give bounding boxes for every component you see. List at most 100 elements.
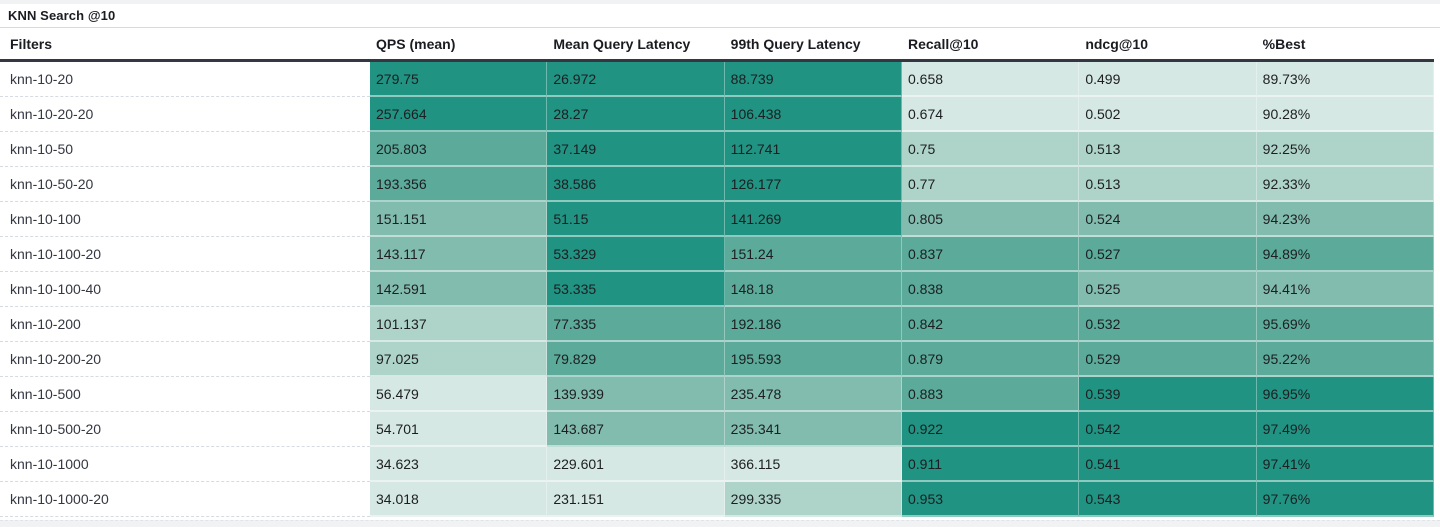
- value-cell: 97.41%: [1256, 447, 1434, 482]
- value-cell: 0.532: [1079, 307, 1257, 342]
- column-header: QPS (mean): [376, 35, 456, 52]
- value-cell: 0.658: [901, 62, 1080, 97]
- value-cell: 97.76%: [1256, 482, 1434, 517]
- value-cell: 53.329: [547, 237, 725, 272]
- value-cell: 143.687: [547, 412, 725, 447]
- value-cell: 79.829: [547, 342, 725, 377]
- value-cell: 94.23%: [1256, 202, 1434, 237]
- table-row: knn-10-1000 34.623 229.601 366.115 0.911 0.54…: [0, 447, 1434, 482]
- value-cell: 0.541: [1079, 447, 1257, 482]
- filter-cell: knn-10-20: [0, 62, 370, 97]
- filter-cell: knn-10-500: [0, 377, 370, 412]
- value-cell: 37.149: [547, 132, 725, 167]
- value-cell: 95.22%: [1256, 342, 1434, 377]
- value-cell: 0.842: [901, 307, 1080, 342]
- table-row: knn-10-1000-20 34.018 231.151 299.335 0.953 0…: [0, 482, 1434, 517]
- filter-cell: knn-10-1000-20: [0, 482, 370, 517]
- value-cell: 0.502: [1079, 97, 1257, 132]
- value-cell: 0.837: [901, 237, 1080, 272]
- table-row: knn-10-20 279.75 26.972 88.739 0.658 0.499 89.…: [0, 62, 1434, 97]
- value-cell: 0.525: [1079, 272, 1257, 307]
- panel-title-bar: KNN Search @10: [0, 4, 1440, 28]
- filter-cell: knn-10-100-40: [0, 272, 370, 307]
- table-row: knn-10-50-20 193.356 38.586 126.177 0.77 0.51…: [0, 167, 1434, 202]
- value-cell: 112.741: [724, 132, 902, 167]
- value-cell: 92.33%: [1256, 167, 1434, 202]
- value-cell: 106.438: [724, 97, 902, 132]
- value-cell: 0.838: [901, 272, 1080, 307]
- value-cell: 0.879: [901, 342, 1080, 377]
- table-row: knn-10-500 56.479 139.939 235.478 0.883 0.539…: [0, 377, 1434, 412]
- value-cell: 0.499: [1079, 62, 1257, 97]
- value-cell: 53.335: [547, 272, 725, 307]
- table-row: knn-10-100 151.151 51.15 141.269 0.805 0.524 9…: [0, 202, 1434, 237]
- value-cell: 151.151: [370, 202, 548, 237]
- top-edge-strip: [0, 0, 1440, 4]
- value-cell: 0.542: [1079, 412, 1257, 447]
- filter-cell: knn-10-100-20: [0, 237, 370, 272]
- table-body: knn-10-20 279.75 26.972 88.739 0.658 0.499 89.…: [0, 62, 1434, 517]
- column-header: 99th Query Latency: [730, 35, 861, 52]
- table-row: knn-10-100-40 142.591 53.335 148.18 0.838 0.5…: [0, 272, 1434, 307]
- value-cell: 257.664: [370, 97, 548, 132]
- table-row: knn-10-200-20 97.025 79.829 195.593 0.879 0.5…: [0, 342, 1434, 377]
- value-cell: 126.177: [724, 167, 902, 202]
- value-cell: 90.28%: [1256, 97, 1434, 132]
- value-cell: 231.151: [547, 482, 725, 517]
- value-cell: 56.479: [370, 377, 548, 412]
- value-cell: 142.591: [370, 272, 548, 307]
- value-cell: 38.586: [547, 167, 725, 202]
- value-cell: 0.953: [901, 482, 1080, 517]
- filter-cell: knn-10-100: [0, 202, 370, 237]
- value-cell: 143.117: [370, 237, 548, 272]
- value-cell: 0.75: [901, 132, 1080, 167]
- value-cell: 92.25%: [1256, 132, 1434, 167]
- value-cell: 148.18: [724, 272, 902, 307]
- value-cell: 299.335: [724, 482, 902, 517]
- value-cell: 97.49%: [1256, 412, 1434, 447]
- value-cell: 0.883: [901, 377, 1080, 412]
- value-cell: 193.356: [370, 167, 548, 202]
- value-cell: 51.15: [547, 202, 725, 237]
- column-header: Mean Query Latency: [553, 35, 691, 52]
- value-cell: 0.527: [1079, 237, 1257, 272]
- table-header-row: Filters QPS (mean) Mean Query Latency 99th…: [0, 28, 1434, 62]
- value-cell: 139.939: [547, 377, 725, 412]
- panel-title: KNN Search @10: [8, 8, 116, 23]
- filter-cell: knn-10-50: [0, 132, 370, 167]
- table-row: knn-10-50 205.803 37.149 112.741 0.75 0.513 92…: [0, 132, 1434, 167]
- filter-cell: knn-10-20-20: [0, 97, 370, 132]
- value-cell: 151.24: [724, 237, 902, 272]
- value-cell: 94.41%: [1256, 272, 1434, 307]
- filter-cell: knn-10-50-20: [0, 167, 370, 202]
- value-cell: 26.972: [547, 62, 725, 97]
- value-cell: 0.529: [1079, 342, 1257, 377]
- value-cell: 235.341: [724, 412, 902, 447]
- column-header-filters: Filters: [10, 35, 53, 52]
- value-cell: 94.89%: [1256, 237, 1434, 272]
- value-cell: 101.137: [370, 307, 548, 342]
- table-row: knn-10-200 101.137 77.335 192.186 0.842 0.532…: [0, 307, 1434, 342]
- value-cell: 0.543: [1079, 482, 1257, 517]
- value-cell: 279.75: [370, 62, 548, 97]
- table-row: knn-10-20-20 257.664 28.27 106.438 0.674 0.50…: [0, 97, 1434, 132]
- value-cell: 141.269: [724, 202, 902, 237]
- value-cell: 34.018: [370, 482, 548, 517]
- value-cell: 195.593: [724, 342, 902, 377]
- filter-cell: knn-10-200-20: [0, 342, 370, 377]
- value-cell: 0.539: [1079, 377, 1257, 412]
- value-cell: 28.27: [547, 97, 725, 132]
- table-row: knn-10-500-20 54.701 143.687 235.341 0.922 0.…: [0, 412, 1434, 447]
- value-cell: 54.701: [370, 412, 548, 447]
- value-cell: 366.115: [724, 447, 902, 482]
- filter-cell: knn-10-1000: [0, 447, 370, 482]
- value-cell: 0.805: [901, 202, 1080, 237]
- value-cell: 235.478: [724, 377, 902, 412]
- value-cell: 89.73%: [1256, 62, 1434, 97]
- value-cell: 95.69%: [1256, 307, 1434, 342]
- table-row: knn-10-100-20 143.117 53.329 151.24 0.837 0.5…: [0, 237, 1434, 272]
- value-cell: 34.623: [370, 447, 548, 482]
- value-cell: 0.77: [901, 167, 1080, 202]
- value-cell: 0.513: [1079, 132, 1257, 167]
